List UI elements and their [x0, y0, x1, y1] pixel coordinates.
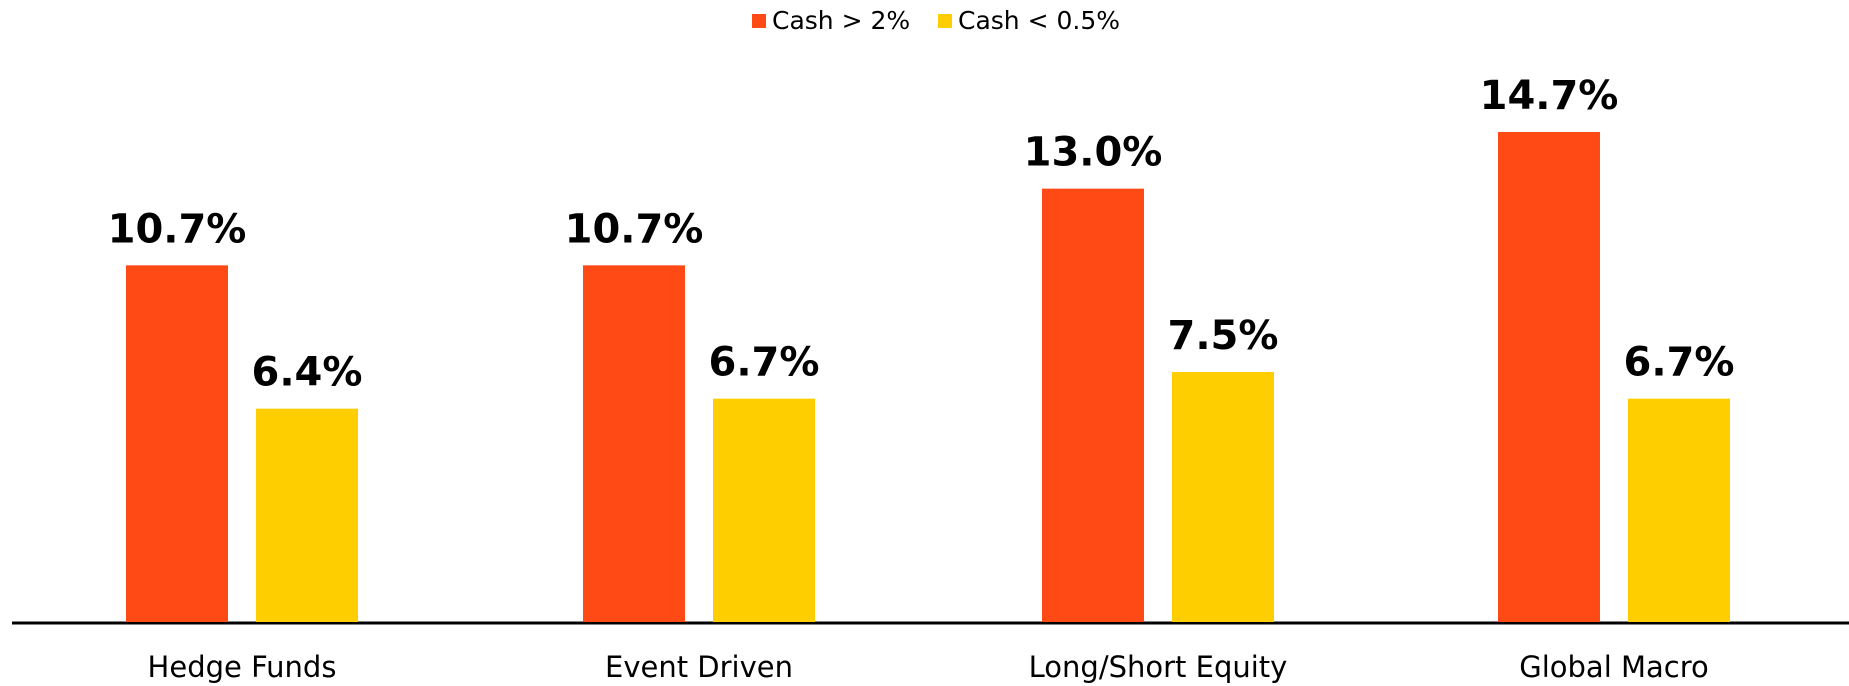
bar	[256, 408, 358, 622]
data-label: 6.7%	[1624, 340, 1735, 386]
x-tick-label: Event Driven	[605, 650, 793, 684]
data-label: 7.5%	[1168, 313, 1279, 359]
bar	[713, 398, 815, 622]
data-label: 10.7%	[565, 206, 704, 252]
data-label: 6.7%	[709, 340, 820, 386]
x-tick-label: Global Macro	[1519, 650, 1709, 684]
bar	[583, 265, 685, 622]
legend-label: Cash > 2%	[772, 6, 910, 35]
data-label: 14.7%	[1480, 73, 1619, 119]
bar	[1628, 398, 1730, 622]
legend-label: Cash < 0.5%	[958, 6, 1120, 35]
bar	[1172, 372, 1274, 622]
legend-swatch	[938, 14, 952, 28]
data-label: 13.0%	[1024, 130, 1163, 176]
bar	[1042, 188, 1144, 622]
data-label: 6.4%	[252, 350, 363, 396]
bar	[1498, 132, 1600, 622]
x-tick-label: Long/Short Equity	[1029, 650, 1288, 684]
x-tick-label: Hedge Funds	[148, 650, 337, 684]
bar	[126, 265, 228, 622]
data-label: 10.7%	[108, 206, 247, 252]
legend-swatch	[752, 14, 766, 28]
